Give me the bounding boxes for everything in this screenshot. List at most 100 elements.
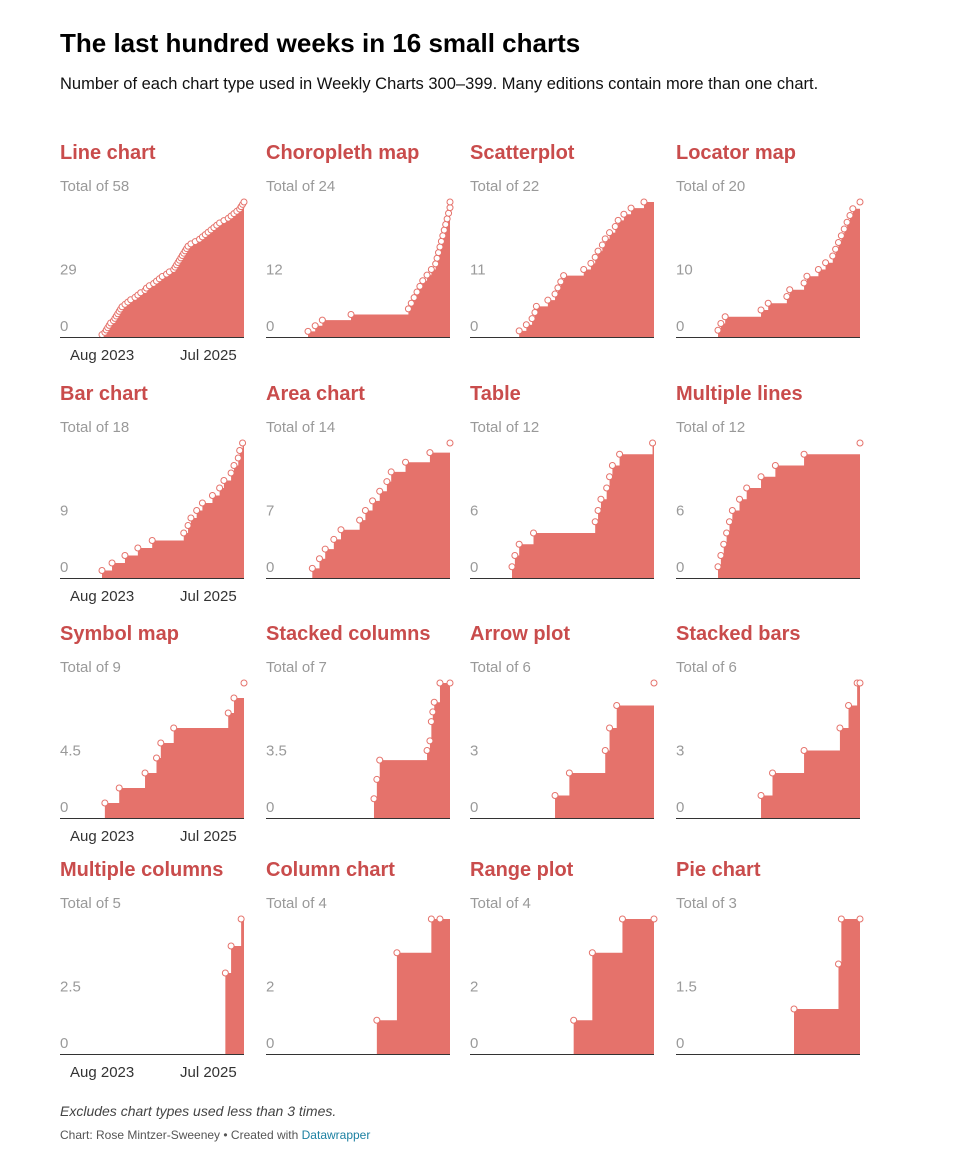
chart-source: Chart: Rose Mintzer-Sweeney • Created wi… [60,1128,370,1142]
data-point [440,226,448,234]
data-point [429,708,437,716]
small-chart-total: Total of 4 [266,895,327,912]
small-chart-total: Total of 14 [266,419,336,436]
data-point [101,799,109,807]
data-point [227,942,235,950]
data-point [627,204,635,212]
data-point [531,308,539,316]
data-point [134,544,142,552]
data-point [427,915,435,923]
small-chart-title: Locator map [676,142,797,164]
x-tick-label: Jul 2025 [180,1064,237,1081]
data-point [721,313,729,321]
x-tick-label: Aug 2023 [70,347,134,364]
data-point [757,306,765,314]
data-point [723,529,731,537]
area-series [718,443,860,578]
data-point [606,724,614,732]
data-point [239,439,247,447]
data-point [410,294,418,302]
data-point [230,462,238,469]
data-point [588,949,596,957]
small-chart-plot: 0 12 [266,198,454,338]
data-point [237,915,245,923]
data-point [426,737,434,745]
data-point [187,514,195,522]
data-point [522,321,530,329]
data-point [613,702,621,709]
y-tick-label: 0 [60,318,68,335]
y-tick-label: 4.5 [60,743,81,760]
data-point [845,702,853,709]
data-point [757,792,765,799]
data-point [304,327,312,335]
y-tick-label: 3 [470,743,478,760]
small-chart-title: Area chart [266,383,365,405]
data-point [725,518,733,526]
y-tick-label: 0 [60,559,68,576]
data-point [230,694,238,702]
data-point [771,462,779,469]
y-tick-label: 11 [470,262,486,279]
area-series [104,683,244,818]
data-point [515,540,523,548]
x-tick-label: Jul 2025 [180,828,237,845]
data-point [370,795,378,803]
chart-title: The last hundred weeks in 16 small chart… [60,28,581,58]
data-point [511,552,519,559]
small-chart-plot: 0 11 [470,198,654,338]
x-tick-label: Aug 2023 [70,1064,134,1081]
y-tick-label: 6 [676,503,684,520]
data-point [153,754,161,762]
data-point [764,299,772,307]
data-point [856,198,864,206]
small-chart-plot: 03 [676,679,864,819]
y-tick-label: 2.5 [60,979,81,996]
data-point [800,450,808,458]
data-point [423,271,431,279]
small-chart-total: Total of 6 [470,659,531,676]
area-series [102,443,244,578]
small-chart-title: Symbol map [60,623,179,645]
data-point [347,311,355,318]
small-chart-title: Stacked columns [266,623,431,645]
area-series [373,683,450,818]
datawrapper-link[interactable]: Datawrapper [301,1128,371,1142]
small-chart: Locator map Total of 20 0 10 [676,142,876,382]
data-point [829,252,837,260]
y-tick-label: 9 [60,503,68,520]
data-point [141,769,149,777]
data-point [426,449,434,457]
data-point [849,205,857,213]
data-point [227,469,235,477]
data-point [843,218,851,226]
data-point [376,756,384,764]
small-chart-plot: 02 [266,915,450,1055]
data-point [557,278,565,286]
small-chart: Pie chart Total of 3 0 1.5 [676,859,876,1099]
small-chart-title: Multiple lines [676,383,803,405]
small-chart-plot: 03 [470,679,658,819]
data-point [216,484,224,492]
small-chart-total: Total of 4 [470,895,531,912]
data-point [649,439,657,447]
data-point [608,462,616,469]
data-point [436,243,444,251]
data-point [318,316,326,324]
small-chart-total: Total of 9 [60,659,121,676]
data-point [330,535,338,543]
small-chart-total: Total of 58 [60,178,130,195]
data-point [311,322,319,330]
small-chart-title: Table [470,383,521,405]
data-point [616,450,624,458]
small-chart: Area chart Total of 14 0 7 [266,383,466,623]
data-point [786,286,794,294]
data-point [846,212,854,219]
y-tick-label: 2 [470,979,478,996]
data-point [198,499,206,507]
area-series [794,919,860,1054]
data-point [224,709,232,717]
